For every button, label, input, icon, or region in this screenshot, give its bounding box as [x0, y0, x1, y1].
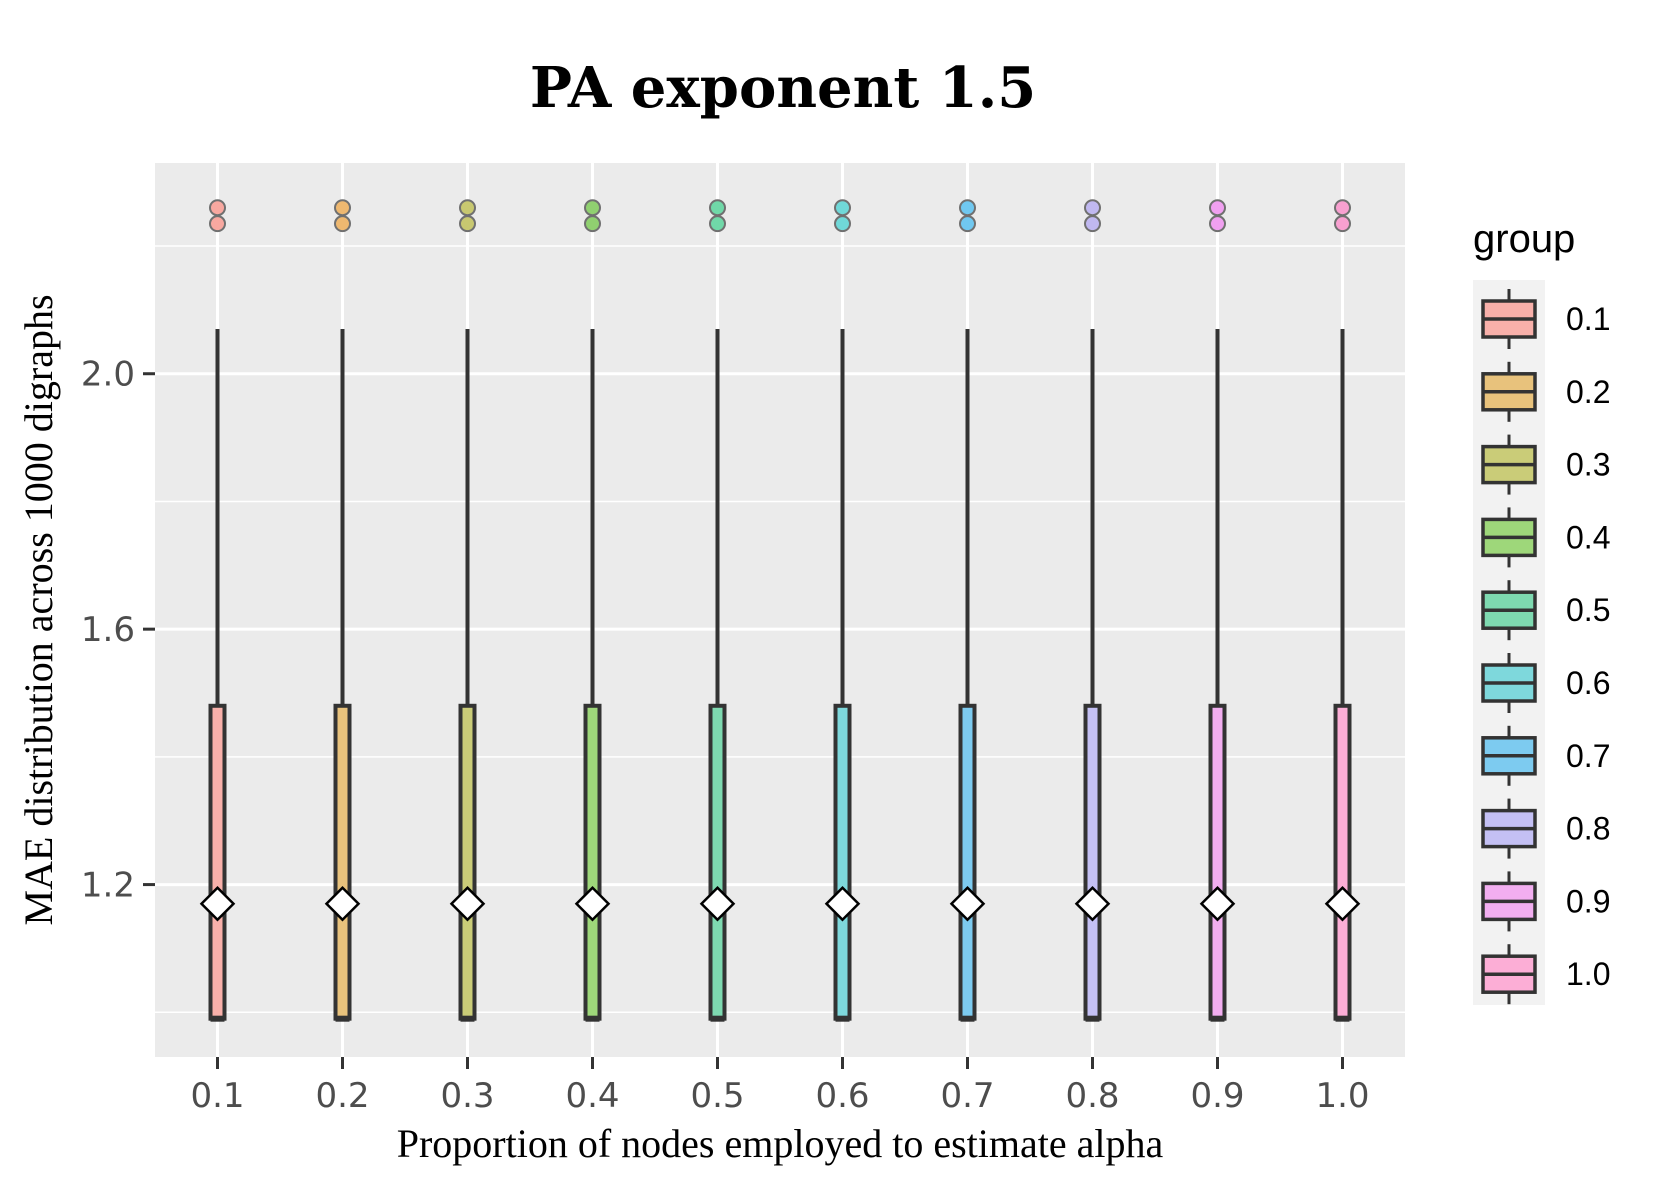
outlier-point	[209, 199, 226, 217]
outlier-point	[334, 215, 351, 233]
outlier-point	[584, 215, 601, 233]
y-axis-title: MAE distribution across 1000 digraphs	[16, 294, 61, 925]
box-0.3	[458, 703, 477, 1021]
x-tick-label: 0.6	[815, 1076, 869, 1116]
outlier-point	[1334, 215, 1351, 233]
legend-label: 0.7	[1566, 738, 1610, 774]
outlier-point	[1209, 199, 1226, 217]
x-tick-label: 0.3	[440, 1076, 494, 1116]
legend: group 0.1 0.2 0.3 0.4 0.5 0.6 0.7 0.8 0.9 1.0	[1473, 217, 1610, 1005]
legend-label: 0.2	[1566, 374, 1610, 410]
legend-label: 0.5	[1566, 592, 1610, 628]
box-0.9	[1208, 703, 1227, 1021]
outlier-point	[334, 199, 351, 217]
outlier-point	[1334, 199, 1351, 217]
mean-marker	[199, 885, 236, 922]
outlier-point	[709, 215, 726, 233]
mean-marker	[1199, 885, 1236, 922]
mean-marker	[949, 885, 986, 922]
y-tick-label: 1.6	[81, 610, 135, 650]
x-tick-label: 0.1	[190, 1076, 244, 1116]
x-tick-label: 1.0	[1315, 1076, 1369, 1116]
boxes	[199, 199, 1361, 1022]
mean-marker	[824, 885, 861, 922]
legend-label: 1.0	[1566, 956, 1610, 992]
outlier-point	[459, 199, 476, 217]
x-tick-label: 0.5	[690, 1076, 744, 1116]
y-tick-label: 2.0	[81, 355, 135, 395]
outlier-point	[834, 199, 851, 217]
y-axis: 1.2 1.6 2.0	[81, 355, 155, 906]
box-0.5	[708, 703, 727, 1021]
box-0.1	[208, 703, 227, 1021]
box-0.2	[333, 703, 352, 1021]
x-tick-label: 0.9	[1190, 1076, 1244, 1116]
x-axis-title: Proportion of nodes employed to estimate…	[397, 1121, 1164, 1166]
outlier-point	[1084, 215, 1101, 233]
legend-label: 0.6	[1566, 665, 1610, 701]
box-0.8	[1083, 703, 1102, 1021]
x-tick-label: 0.4	[565, 1076, 619, 1116]
mean-marker	[324, 885, 361, 922]
x-axis: 0.1 0.2 0.3 0.4 0.5 0.6 0.7 0.8 0.9 1.0	[190, 1057, 1370, 1116]
mean-marker	[574, 885, 611, 922]
x-tick-label: 0.8	[1065, 1076, 1119, 1116]
legend-label: 0.9	[1566, 883, 1610, 919]
x-tick-label: 0.7	[940, 1076, 994, 1116]
legend-label: 0.3	[1566, 447, 1610, 483]
box-0.6	[833, 703, 852, 1021]
x-tick-label: 0.2	[315, 1076, 369, 1116]
box-0.7	[958, 703, 977, 1021]
box-1.0	[1333, 703, 1352, 1021]
mean-marker	[699, 885, 736, 922]
outlier-point	[1084, 199, 1101, 217]
mean-marker	[1324, 885, 1361, 922]
grid-minor	[155, 245, 1405, 1014]
y-tick-label: 1.2	[81, 866, 135, 906]
legend-label: 0.1	[1566, 301, 1610, 337]
mean-marker	[449, 885, 486, 922]
outlier-point	[459, 215, 476, 233]
outlier-point	[209, 215, 226, 233]
box-0.4	[583, 703, 602, 1021]
mean-marker	[1074, 885, 1111, 922]
plot-panel	[155, 163, 1405, 1057]
outlier-point	[834, 215, 851, 233]
legend-title: group	[1473, 217, 1575, 261]
legend-label: 0.8	[1566, 811, 1610, 847]
outlier-point	[584, 199, 601, 217]
outlier-point	[709, 199, 726, 217]
outlier-point	[959, 199, 976, 217]
chart-title: PA exponent 1.5	[530, 55, 1036, 121]
outlier-point	[1209, 215, 1226, 233]
legend-label: 0.4	[1566, 519, 1610, 555]
outlier-point	[959, 215, 976, 233]
